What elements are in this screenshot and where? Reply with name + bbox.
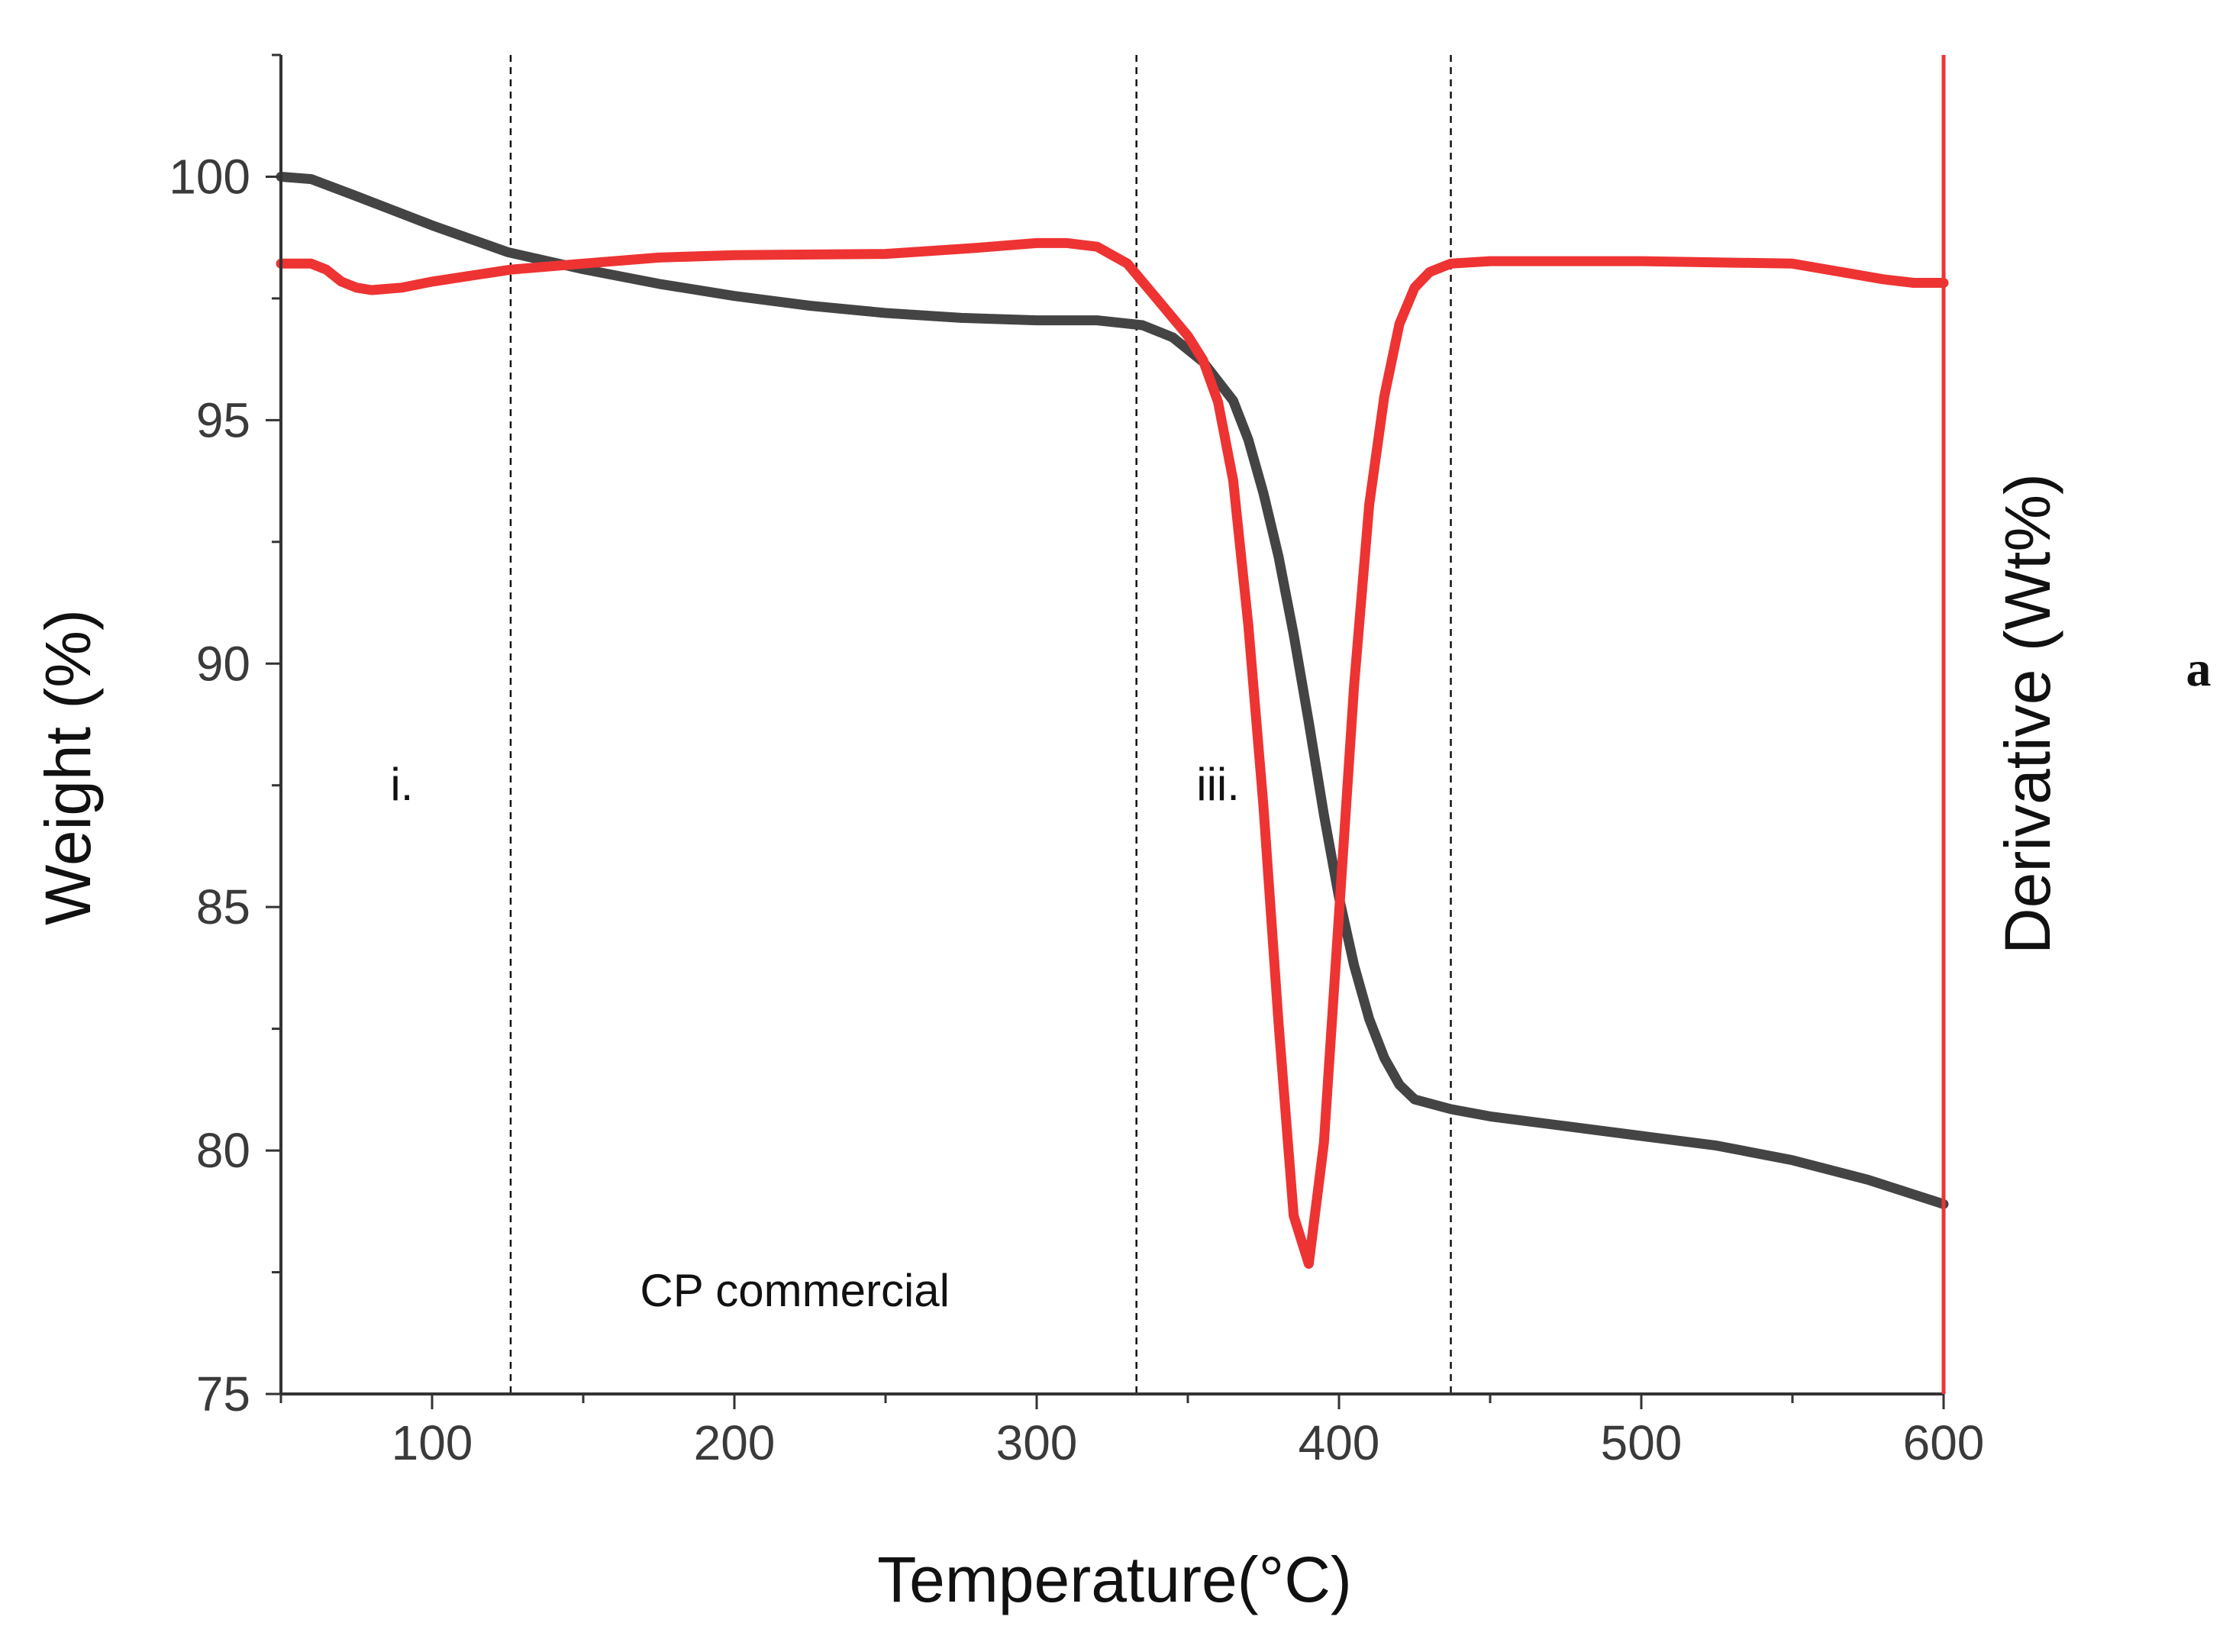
y-tick-label-75: 75 [196, 1366, 250, 1421]
y-tick-label-80: 80 [196, 1123, 250, 1178]
y-tick-label-85: 85 [196, 879, 250, 934]
x-axis-title: Temperature(°C) [877, 1544, 1352, 1615]
series-line-weight [276, 172, 1949, 1209]
x-tick-label-600: 600 [1903, 1415, 1985, 1470]
panel-label: a [2186, 641, 2212, 697]
x-tick-label-500: 500 [1601, 1415, 1683, 1470]
x-tick-label-200: 200 [694, 1415, 776, 1470]
x-tick-label-100: 100 [392, 1415, 473, 1470]
series-line-derivative [276, 237, 1949, 1269]
y-axis-title: Weight (%) [32, 609, 104, 925]
region-label-i: i. [390, 759, 413, 810]
y-tick-label-90: 90 [196, 636, 250, 691]
region-label-iii: iii. [1196, 759, 1240, 810]
axis-ticks: 100 200 300 400 500 600 75 80 85 90 95 100 [169, 53, 1985, 1470]
x-tick-label-300: 300 [996, 1415, 1078, 1470]
x-tick-label-400: 400 [1299, 1415, 1380, 1470]
y2-axis-title: Derivative (Wt%) [1992, 473, 2063, 954]
y-tick-label-100: 100 [169, 149, 250, 204]
axes [279, 55, 1946, 1395]
y-tick-label-95: 95 [196, 392, 250, 447]
sample-name-label: CP commercial [640, 1265, 950, 1316]
series-lines [276, 172, 1949, 1269]
